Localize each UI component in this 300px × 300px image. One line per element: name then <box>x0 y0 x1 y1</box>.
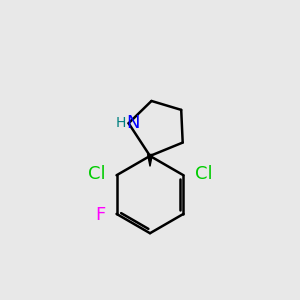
Text: H: H <box>116 116 126 130</box>
Text: N: N <box>126 114 140 132</box>
Text: Cl: Cl <box>195 165 212 183</box>
Text: Cl: Cl <box>88 165 105 183</box>
Text: F: F <box>95 206 105 224</box>
Polygon shape <box>148 154 152 166</box>
